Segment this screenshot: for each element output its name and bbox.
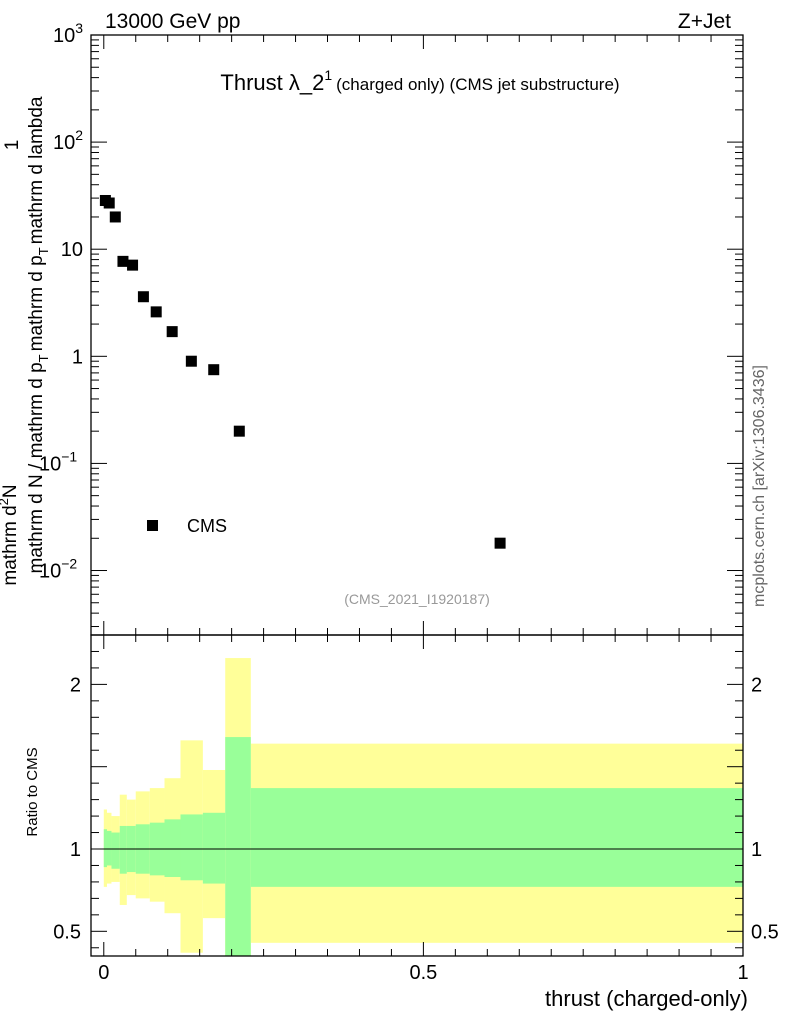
data-point-11 [494, 537, 506, 549]
ylabel-den-mid-sub: T [36, 247, 51, 255]
ylabel-numerator-line: mathrm d2N [0, 484, 21, 585]
data-point-4 [127, 259, 139, 271]
main-ytick-label-2: 1 [72, 346, 83, 368]
data-point-7 [166, 326, 178, 338]
data-point-2 [109, 211, 121, 223]
ratio-ytick-label-left-0: 0.5 [53, 921, 81, 943]
ratio-band-inner-2 [111, 832, 120, 869]
data-point-8 [185, 355, 197, 367]
main-panel [91, 35, 743, 635]
ratio-ytick-label-right-0: 0.5 [751, 921, 779, 943]
ratio-band-inner-1 [106, 830, 112, 866]
plot-title-suffix: (charged only) (CMS jet substructure) [336, 75, 619, 94]
main-ytick-label-4: 102 [53, 127, 83, 154]
ratio-ytick-label-left-1: 1 [70, 839, 81, 861]
ylabel-denominator-sub: T [36, 354, 51, 362]
ratio-band-inner-8 [180, 814, 203, 881]
ratio-band-inner-group [103, 737, 743, 956]
ratio-ylabel: Ratio to CMS [24, 747, 41, 836]
legend-marker-cms [147, 520, 158, 531]
ratio-band-inner-7 [164, 819, 181, 877]
data-point-1 [103, 197, 115, 209]
ratio-band-inner-9 [202, 812, 226, 884]
plot-title-sup: 1 [324, 67, 332, 83]
ratio-panel-frame [90, 634, 744, 957]
ylabel-den-tail: mathrm d lambda [26, 96, 47, 244]
ratio-band-inner-0 [103, 829, 107, 868]
ratio-band-inner-3 [119, 825, 127, 874]
ylabel-numerator-sup: 2 [0, 498, 11, 505]
plot-title: Thrust λ_21 (charged only) (CMS jet subst… [220, 67, 619, 95]
header-left: 13000 GeV pp [105, 10, 240, 33]
ylabel-main-line: mathrm d N / mathrm d pTmathrm d pTmathr… [26, 96, 51, 573]
data-point-5 [137, 291, 149, 303]
header-right: Z+Jet [678, 10, 731, 33]
ratio-ytick-label-left-2: 2 [70, 674, 81, 696]
xlabel: thrust (charged-only) [545, 986, 748, 1011]
plot-title-main: Thrust λ_2 [220, 70, 324, 95]
main-ytick-label-1: 10−1 [39, 448, 77, 475]
ylabel-den-mid: mathrm d p [26, 255, 47, 351]
ratio-ytick-label-right-2: 2 [751, 674, 762, 696]
ylabel-numerator: mathrm d [0, 505, 21, 585]
analysis-label: (CMS_2021_I1920187) [344, 591, 490, 607]
data-point-6 [150, 306, 162, 318]
main-ytick-label-3: 10 [61, 239, 83, 261]
main-ytick-label-5: 103 [53, 20, 83, 47]
xtick-label-2: 1 [737, 962, 748, 984]
main-ytick-label-0: 10−2 [39, 556, 77, 583]
ylabel-prefix: 1 [2, 140, 23, 151]
ratio-band-inner-11 [250, 788, 743, 887]
data-point-3 [117, 255, 129, 267]
ylabel-denominator: mathrm d N / mathrm d p [26, 362, 47, 573]
ylabel-numerator-tail: N [0, 484, 21, 498]
main-ticks-group: 10−2 10−1 1 10 102 103 [39, 20, 744, 635]
main-ylabel: mathrm d N / mathrm d pTmathrm d pTmathr… [0, 96, 51, 586]
data-point-9 [208, 364, 220, 376]
legend-label-cms: CMS [187, 516, 227, 536]
xtick-label-1: 0.5 [409, 962, 437, 984]
data-point-10 [233, 425, 245, 437]
xtick-label-0: 0 [98, 962, 109, 984]
ratio-band-inner-10 [225, 737, 251, 956]
ratio-ytick-label-right-1: 1 [751, 839, 762, 861]
watermark: mcplots.cern.ch [arXiv:1306.3436] [751, 365, 768, 607]
data-points-group [99, 194, 506, 549]
ratio-ticks-group: 0 0.5 10.5 0.51 12 2 [53, 635, 779, 984]
